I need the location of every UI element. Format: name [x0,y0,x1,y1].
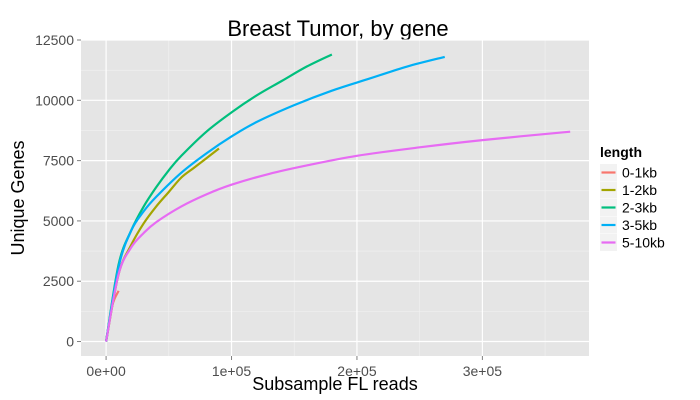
legend-label-5-10kb: 5-10kb [622,235,665,251]
y-tick-label: 7500 [43,153,74,169]
x-tick-label: 0e+00 [86,363,126,379]
x-tick-label: 3e+05 [463,363,503,379]
legend-label-0-1kb: 0-1kb [622,165,657,181]
series-line-3-5kb [105,55,446,342]
y-tick-label: 10000 [35,92,74,108]
x-tick-label: 2e+05 [337,363,377,379]
y-tick-label: 2500 [43,273,74,289]
x-axis-title: Subsample FL reads [252,374,417,394]
grid-minor [81,40,589,356]
y-tick-label: 5000 [43,213,74,229]
y-tick-label: 12500 [35,32,74,48]
plot-panel [81,40,589,356]
legend-title: length [600,144,642,160]
x-tick-label: 1e+05 [212,363,252,379]
legend-label-1-2kb: 1-2kb [622,182,657,198]
y-axis: 0 2500 5000 7500 10000 12500 [35,32,81,350]
y-axis-title: Unique Genes [8,140,28,255]
x-axis: 0e+00 1e+05 2e+05 3e+05 [86,356,502,379]
legend-label-3-5kb: 3-5kb [622,217,657,233]
legend-label-2-3kb: 2-3kb [622,200,657,216]
series-lines [105,53,571,342]
series-line-5-10kb [105,130,571,342]
chart-title: Breast Tumor, by gene [227,16,448,41]
y-tick-label: 0 [66,334,74,350]
